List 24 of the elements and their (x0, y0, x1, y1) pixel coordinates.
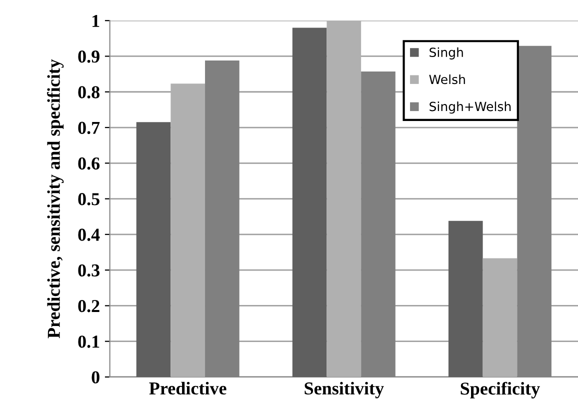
y-tick-label: 0.5 (78, 193, 100, 206)
bar (292, 28, 327, 377)
y-tick-label: 1 (92, 14, 100, 27)
y-tick-label: 0.6 (78, 157, 100, 170)
x-tick-label: Predictive (149, 382, 226, 395)
y-tick-label: 0.2 (78, 300, 100, 312)
y-tick-label: 0.1 (78, 336, 100, 348)
y-axis-title: Predictive, sensitivity and specificity (47, 59, 64, 338)
legend-label: Welsh (429, 74, 465, 84)
x-tick-label: Specificity (460, 382, 540, 398)
y-tick-label: 0 (92, 371, 100, 384)
legend-label: Singh (430, 47, 463, 60)
x-tick-label: Sensitivity (304, 382, 384, 398)
legend-label: Singh+Welsh (430, 102, 511, 114)
bar (136, 122, 171, 377)
y-tick-label: 0.3 (78, 264, 100, 277)
y-tick-label: 0.4 (78, 228, 100, 241)
bar (482, 258, 518, 377)
bar (326, 20, 362, 377)
bar (448, 220, 483, 377)
bar (170, 84, 206, 377)
y-tick-label: 0.9 (78, 50, 100, 63)
y-tick-label: 0.7 (78, 122, 100, 134)
y-tick-label: 0.8 (78, 86, 100, 98)
